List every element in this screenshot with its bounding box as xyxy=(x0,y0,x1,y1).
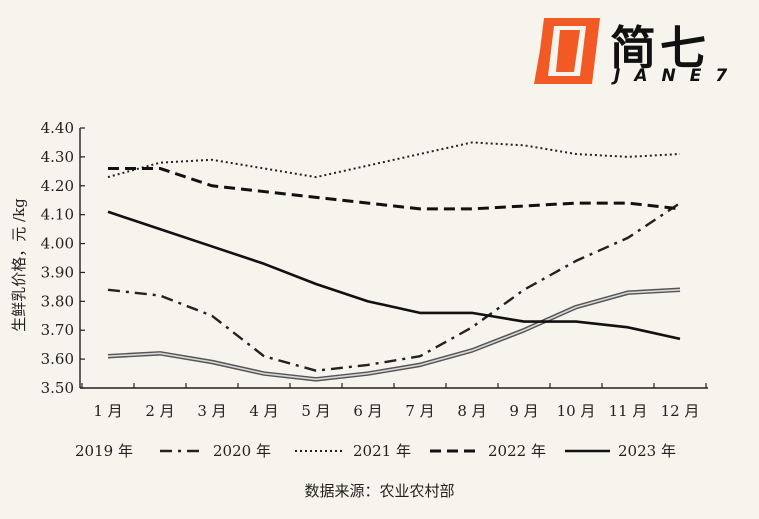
chart-legend: 2019 年 2020 年 2021 年 2022 年 2023 年 xyxy=(75,442,676,460)
x-tick-label: 3 月 xyxy=(197,402,226,420)
legend-label: 2022 年 xyxy=(488,442,546,460)
y-tick-label: 3.90 xyxy=(41,263,74,281)
x-tick-label: 10 月 xyxy=(557,402,596,420)
legend-label: 2021 年 xyxy=(353,442,411,460)
x-tick-label: 7 月 xyxy=(405,402,434,420)
brand-logo: 简七 JANE7 xyxy=(530,10,750,88)
series-2-line xyxy=(107,141,681,179)
series-lines xyxy=(107,141,681,382)
logo-sub: JANE7 xyxy=(614,66,742,86)
series-4-line xyxy=(107,210,681,341)
x-tick-label: 11 月 xyxy=(609,402,648,420)
y-tick-label: 4.00 xyxy=(41,235,74,253)
y-tick-label: 3.70 xyxy=(41,321,74,339)
y-tick-label: 4.30 xyxy=(41,148,74,166)
x-axis-ticks: 1 月 2 月 3 月 4 月 5 月 6 月 7 月 8 月 9 月 10 月 11 月 12 月 xyxy=(81,383,707,420)
x-tick-label: 6 月 xyxy=(353,402,382,420)
x-tick-label: 2 月 xyxy=(145,402,174,420)
series-0-line xyxy=(107,288,681,381)
y-tick-label: 3.50 xyxy=(41,379,74,397)
y-tick-label: 4.20 xyxy=(41,177,74,195)
y-axis-ticks: 3.50 3.60 3.70 3.80 3.90 4.00 4.10 4.20 4.30 4.40 xyxy=(41,119,85,397)
y-tick-label: 3.60 xyxy=(41,350,74,368)
logo-word: 简七 xyxy=(610,21,710,75)
y-tick-label: 4.40 xyxy=(41,119,74,137)
series-3-line xyxy=(108,166,681,211)
legend-label: 2019 年 xyxy=(75,442,133,460)
x-tick-label: 9 月 xyxy=(509,402,538,420)
chart-axes xyxy=(79,128,708,389)
y-axis-label: 生鲜乳价格，元 /kg xyxy=(10,198,28,332)
legend-label: 2020 年 xyxy=(213,442,271,460)
y-tick-label: 3.80 xyxy=(41,292,74,310)
series-1-line xyxy=(107,202,681,372)
x-tick-label: 5 月 xyxy=(301,402,330,420)
x-tick-label: 1 月 xyxy=(93,402,122,420)
logo-mark-icon xyxy=(534,18,600,84)
legend-label: 2023 年 xyxy=(618,442,676,460)
y-tick-label: 4.10 xyxy=(41,206,74,224)
x-tick-label: 12 月 xyxy=(661,402,700,420)
source-note: 数据来源：农业农村部 xyxy=(304,482,455,500)
x-tick-label: 4 月 xyxy=(249,402,278,420)
x-tick-label: 8 月 xyxy=(457,402,486,420)
series-0-line-outer xyxy=(107,287,681,382)
